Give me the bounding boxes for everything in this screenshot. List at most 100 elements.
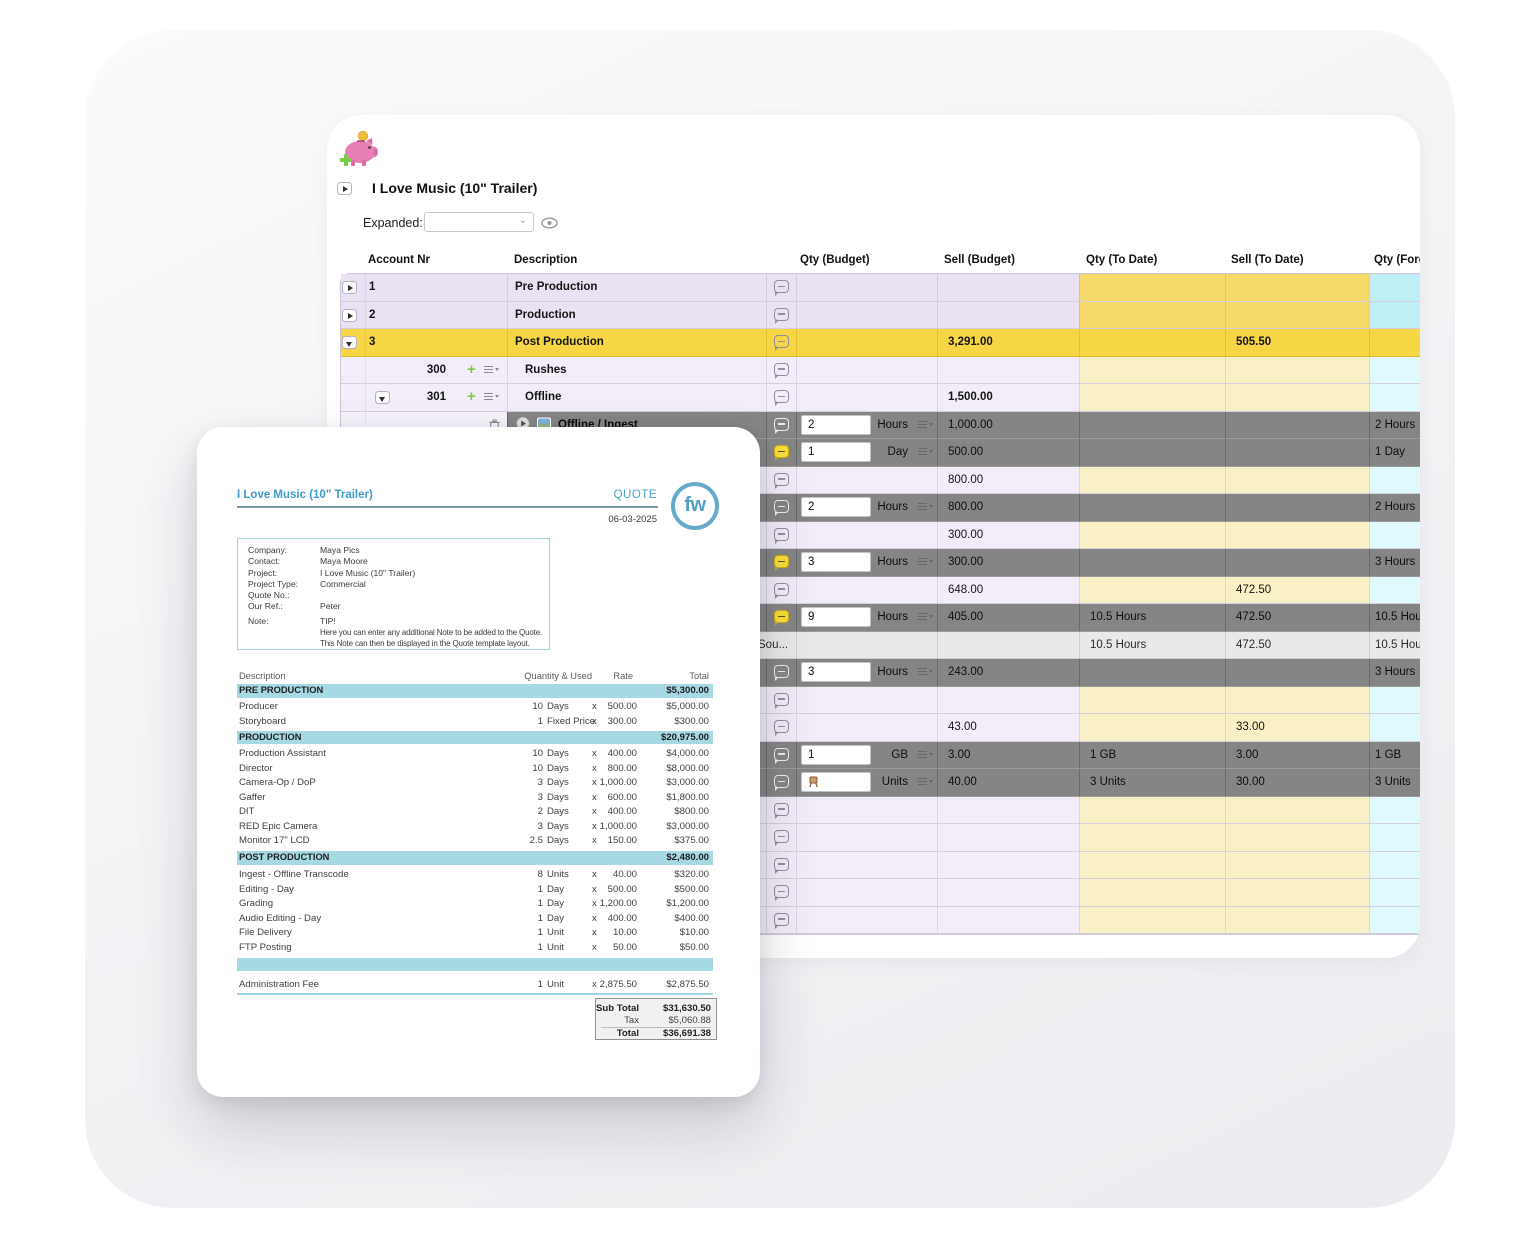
unit-menu-icon[interactable]	[918, 448, 933, 456]
unit-label: Hours	[877, 611, 908, 624]
comment-icon[interactable]	[774, 692, 789, 709]
unit-menu-icon[interactable]	[918, 613, 933, 621]
media-thumbnail-icon[interactable]	[537, 417, 551, 432]
info-label: Company:	[248, 545, 288, 555]
expanded-select[interactable]: ⌄	[424, 212, 534, 232]
comment-icon[interactable]	[774, 857, 789, 874]
quote-line-item: Administration Fee 1 Unit x 2,875.50 $2,875.5…	[239, 979, 709, 990]
unit-menu-icon[interactable]	[918, 778, 933, 786]
comment-icon[interactable]	[774, 720, 789, 737]
comment-icon[interactable]	[774, 445, 789, 462]
qty-to-date-value: 3 Units	[1090, 776, 1126, 789]
totals-separator	[601, 1026, 711, 1028]
comment-icon[interactable]	[774, 912, 789, 929]
unit-menu-icon[interactable]	[918, 668, 933, 676]
qty-input[interactable]: 2	[801, 414, 871, 435]
quote-line-item: Gaffer 3 Days x 600.00 $1,800.00	[239, 791, 709, 803]
table-row: 300 + Rushes	[341, 356, 1420, 384]
footer-rule	[237, 993, 713, 995]
quote-table: Description Quantity & Used Rate Total P…	[237, 667, 713, 1007]
account-number: 1	[369, 281, 376, 294]
col-sell-budget: Sell (Budget)	[944, 254, 1015, 266]
col-account-nr: Account Nr	[368, 254, 430, 266]
quote-line-item: File Delivery 1 Unit x 10.00 $10.00	[239, 927, 709, 938]
unit-menu-icon[interactable]	[918, 558, 933, 566]
add-icon[interactable]: +	[467, 360, 476, 378]
quote-line-item: Camera-Op / DoP 3 Days x 1,000.00 $3,000.00	[239, 777, 709, 788]
quote-line-item: Audio Editing - Day 1 Day x 400.00 $400.00	[239, 912, 709, 924]
info-value: I Love Music (10" Trailer)	[320, 567, 416, 578]
total-value: $36,691.38	[662, 1027, 711, 1039]
account-number: 301	[426, 391, 446, 404]
comment-icon[interactable]	[774, 802, 789, 819]
unit-menu-icon[interactable]	[918, 420, 933, 428]
comment-icon[interactable]	[774, 390, 789, 407]
project-expand-button[interactable]	[337, 182, 352, 195]
comment-icon[interactable]	[774, 362, 789, 379]
qty-forecast-value: 2 Hours	[1375, 418, 1416, 431]
quote-line-item: Ingest - Offline Transcode 8 Units x 40.00 $3…	[239, 869, 709, 880]
note-line: This Note can then be displayed in the Q…	[320, 639, 530, 649]
qty-forecast-value: 1 GB	[1375, 748, 1402, 761]
qty-input[interactable]: 3	[801, 662, 871, 683]
comment-icon[interactable]	[774, 335, 789, 352]
comment-icon[interactable]	[774, 775, 789, 792]
unit-menu-icon[interactable]	[918, 503, 933, 511]
info-label: Project:	[248, 567, 278, 578]
comment-icon[interactable]	[774, 472, 789, 489]
quote-date: 06-03-2025	[608, 514, 657, 525]
qty-input[interactable]: 1	[801, 744, 871, 765]
sell-to-date-value: 472.50	[1236, 583, 1272, 596]
row-menu-icon[interactable]	[484, 393, 499, 401]
comment-icon[interactable]	[774, 830, 789, 847]
sell-budget-value: 3,291.00	[948, 336, 993, 349]
row-menu-icon[interactable]	[484, 365, 499, 373]
quote-line-item: Grading 1 Day x 1,200.00 $1,200.00	[239, 898, 709, 909]
collapse-row-button[interactable]	[342, 336, 357, 349]
header-rule	[237, 506, 658, 508]
quote-line-item: Editing - Day 1 Day x 500.00 $500.00	[239, 883, 709, 895]
unit-menu-icon[interactable]	[918, 750, 933, 758]
play-icon[interactable]	[516, 416, 530, 433]
comment-icon[interactable]	[774, 307, 789, 324]
comment-icon[interactable]	[774, 610, 789, 627]
quote-project-title: I Love Music (10" Trailer)	[237, 489, 373, 501]
qty-input[interactable]: 2	[801, 497, 871, 518]
comment-icon[interactable]	[774, 885, 789, 902]
section-band: POST PRODUCTION $2,480.00	[237, 851, 713, 865]
table-row: 2 Production	[341, 301, 1420, 329]
comment-icon[interactable]	[774, 527, 789, 544]
collapse-row-button[interactable]	[375, 391, 390, 404]
comment-icon[interactable]	[774, 280, 789, 297]
comment-icon[interactable]	[774, 747, 789, 764]
expand-row-button[interactable]	[342, 308, 357, 322]
add-icon[interactable]: +	[467, 388, 476, 406]
comment-icon[interactable]	[774, 500, 789, 517]
info-label: Quote No.:	[248, 590, 290, 601]
table-header: Account Nr Description Qty (Budget) Sell…	[327, 254, 1420, 272]
qty-input[interactable]: 3	[801, 552, 871, 573]
expand-row-button[interactable]	[342, 281, 357, 294]
comment-icon[interactable]	[774, 582, 789, 599]
qh-description: Description	[239, 671, 286, 681]
qty-input[interactable]	[801, 772, 871, 793]
unit-label: Hours	[877, 666, 908, 679]
sell-budget-value: 300.00	[948, 528, 984, 541]
sell-budget-value: 1,000.00	[948, 418, 993, 431]
row-description: Production	[515, 308, 576, 321]
comment-icon[interactable]	[774, 665, 789, 682]
row-description: Pre Production	[515, 281, 598, 294]
unit-label: Hours	[877, 418, 908, 431]
qty-forecast-value: 2 Hours	[1375, 501, 1416, 514]
sell-to-date-value: 472.50	[1236, 638, 1272, 651]
qty-input[interactable]: 1	[801, 442, 871, 463]
comment-icon[interactable]	[774, 555, 789, 572]
comment-icon[interactable]	[774, 417, 789, 434]
qty-input[interactable]: 9	[801, 607, 871, 628]
note-line: Here you can enter any additional Note t…	[320, 628, 543, 638]
sell-budget-value: 300.00	[948, 556, 984, 569]
sell-budget-value: 800.00	[948, 501, 984, 514]
col-qty-budget: Qty (Budget)	[800, 254, 870, 266]
visibility-eye-icon[interactable]	[541, 216, 558, 234]
